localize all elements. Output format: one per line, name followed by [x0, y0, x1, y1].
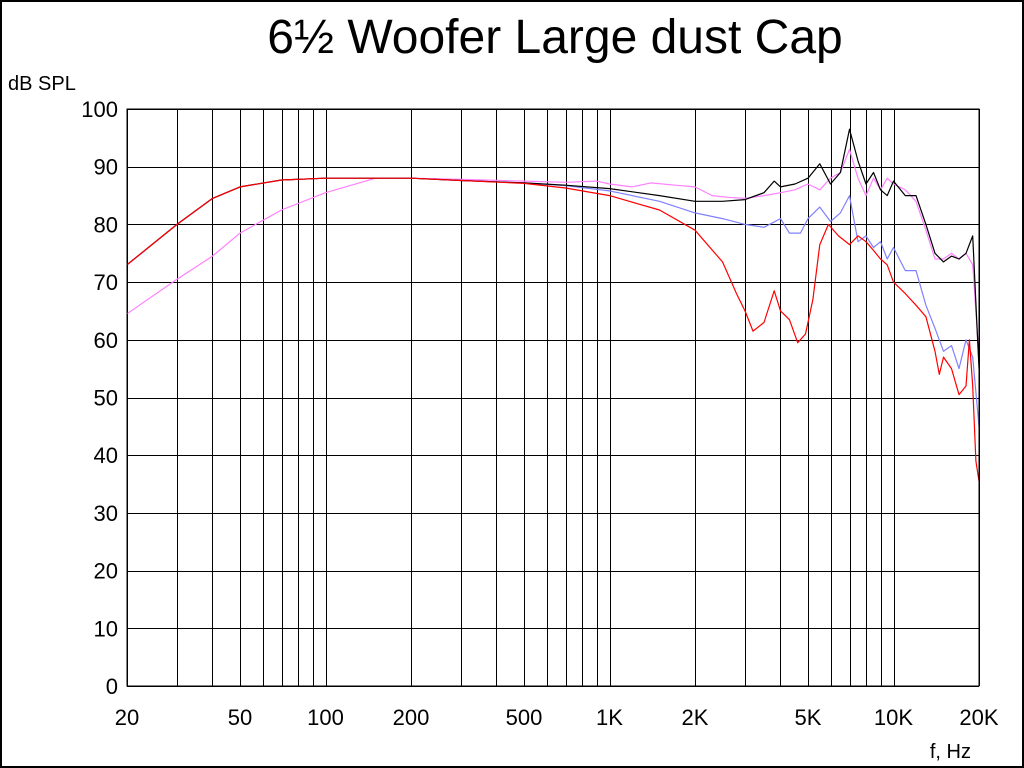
y-tick-label: 60: [94, 328, 118, 353]
y-tick-label: 30: [94, 501, 118, 526]
series-line-1: [126, 148, 980, 358]
x-tick-label: 2K: [682, 705, 709, 730]
x-tick-label: 500: [506, 705, 543, 730]
y-tick-label: 100: [81, 97, 118, 122]
x-tick-label: 1K: [596, 705, 623, 730]
y-tick-label: 80: [94, 212, 118, 237]
x-tick-label: 100: [307, 705, 344, 730]
grid: [127, 109, 980, 687]
y-tick-label: 0: [106, 674, 118, 699]
tick-labels: 0 10 20 30 40 50 60 70 80 90 100 20 50 100 200 500 1K 2K 5…: [81, 97, 999, 730]
plot-frame: [126, 108, 980, 687]
x-tick-label: 200: [393, 705, 430, 730]
x-tick-label: 20K: [959, 705, 998, 730]
series-line-2: [126, 177, 980, 427]
y-tick-label: 20: [94, 559, 118, 584]
x-tick-label: 50: [228, 705, 252, 730]
y-tick-label: 50: [94, 386, 118, 411]
series-line-4: [126, 177, 980, 482]
y-tick-label: 10: [94, 616, 118, 641]
y-tick-label: 90: [94, 155, 118, 180]
series-line-3: [126, 128, 980, 369]
y-axis-label: dB SPL: [8, 73, 76, 95]
y-tick-label: 40: [94, 443, 118, 468]
x-tick-label: 10K: [874, 705, 913, 730]
x-tick-label: 5K: [795, 705, 822, 730]
x-tick-label: 20: [115, 705, 139, 730]
y-tick-label: 70: [94, 270, 118, 295]
x-axis-label: f, Hz: [930, 741, 971, 763]
chart-title: 6½ Woofer Large dust Cap: [267, 11, 842, 64]
series-lines: [126, 128, 980, 482]
